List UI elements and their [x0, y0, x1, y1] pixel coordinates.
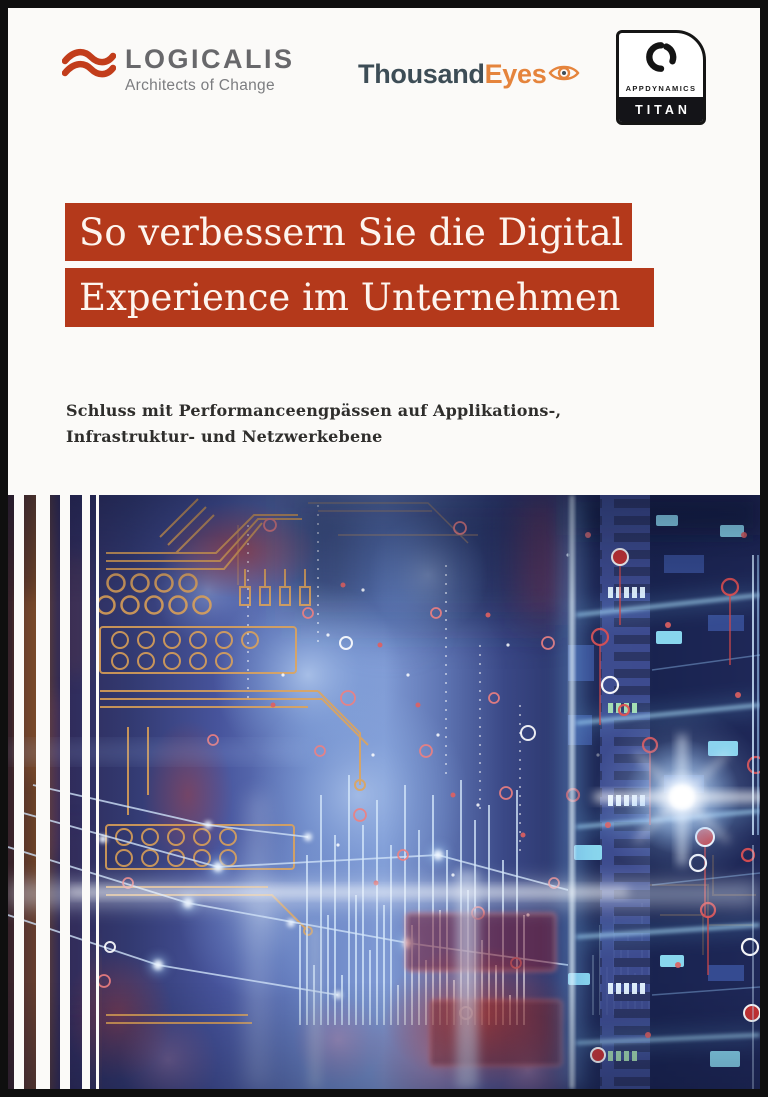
appdynamics-icon: [644, 40, 678, 79]
headline-block-1: So verbessern Sie die Digital: [65, 203, 632, 261]
subtitle-line-2: Infrastruktur- und Netzwerkebene: [66, 427, 383, 446]
headline-line-1: So verbessern Sie die Digital: [79, 210, 624, 254]
logicalis-logo: LOGICALIS Architects of Change: [61, 44, 295, 95]
cover-inner: LOGICALIS Architects of Change Thousand E…: [8, 8, 760, 1089]
appdynamics-badge-top: APPDYNAMICS: [619, 33, 703, 97]
hero-white-stripes: [14, 495, 99, 1089]
subtitle-line-1: Schluss mit Performanceengpässen auf App…: [66, 401, 562, 420]
titan-label: TITAN: [635, 102, 691, 117]
thousandeyes-word-eyes: Eyes: [484, 58, 547, 89]
headline-line-2: Experience im Unternehmen: [79, 276, 621, 319]
thousandeyes-word-thousand: Thousand: [358, 58, 485, 89]
titan-bar: TITAN: [619, 97, 703, 122]
subtitle: Schluss mit Performanceengpässen auf App…: [66, 398, 561, 450]
hero-image: [8, 495, 760, 1089]
appdynamics-badge: APPDYNAMICS TITAN: [616, 30, 706, 125]
appdynamics-wordmark: APPDYNAMICS: [625, 84, 697, 93]
logicalis-wordmark: LOGICALIS: [125, 44, 295, 74]
eye-icon: [548, 61, 580, 90]
logicalis-wave-icon: [61, 46, 117, 91]
logicalis-tagline: Architects of Change: [125, 77, 275, 94]
headline-block-2: Experience im Unternehmen: [65, 268, 654, 327]
thousandeyes-logo: Thousand Eyes: [358, 58, 580, 90]
